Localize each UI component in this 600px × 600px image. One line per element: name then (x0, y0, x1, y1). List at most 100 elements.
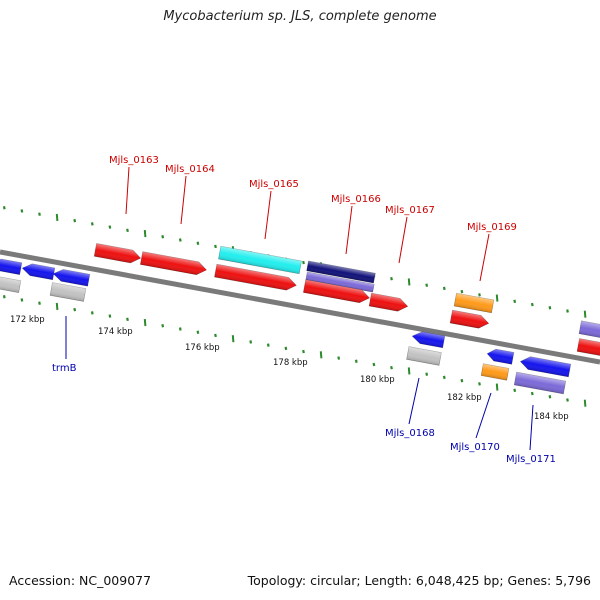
gene-mjls-0163-shading (94, 243, 141, 263)
gene-blue-left-a (0, 258, 23, 275)
outer-tick-29 (513, 299, 517, 304)
gene-mjls-0169 (453, 292, 495, 314)
outer-tick-9 (161, 235, 165, 239)
inner-tick-30 (530, 391, 534, 396)
inner-tick-28 (495, 383, 499, 391)
gene-mjls-0170-top-shading (487, 349, 514, 365)
label-leader-lines (65, 166, 534, 451)
outer-tick-2 (38, 212, 41, 216)
inner-tick-19 (337, 356, 341, 360)
gene-label-mjls-0168: Mjls_0168 (385, 428, 435, 439)
scale-label-172: 172 kbp (10, 315, 45, 325)
outer-tick-7 (126, 228, 129, 233)
gene-blue-trmb-strand-shading (53, 269, 90, 287)
inner-tick-33 (583, 399, 587, 407)
gene-label-mjls-0167: Mjls_0167 (385, 205, 435, 216)
leader-mjls-0165 (264, 190, 272, 240)
gene-gray-left (0, 275, 22, 293)
outer-tick-25 (442, 286, 446, 291)
outer-tick-32 (566, 309, 569, 313)
inner-tick-24 (425, 372, 429, 376)
inner-tick-3 (55, 302, 59, 310)
outer-tick-6 (108, 225, 112, 229)
gene-label-mjls-0169: Mjls_0169 (467, 222, 517, 233)
inner-tick-13 (231, 335, 235, 343)
gene-mjls-0169-shading (454, 293, 494, 313)
leader-mjls-0169 (479, 233, 490, 282)
inner-tick-11 (196, 330, 200, 334)
gene-mjls-0170 (480, 363, 510, 381)
gene-mjls-0165 (218, 245, 302, 275)
topology-text: Topology: circular; Length: 6,048,425 bp… (247, 573, 591, 588)
inner-tick-23 (407, 367, 411, 375)
inner-tick-15 (266, 343, 270, 347)
gene-mjls-0164-shading (140, 251, 207, 275)
scale-label-180: 180 kbp (360, 375, 395, 385)
accession-text: Accession: NC_009077 (9, 573, 152, 588)
gene-red-right-shading (577, 338, 600, 356)
scale-label-174: 174 kbp (98, 327, 133, 337)
inner-tick-17 (302, 349, 305, 354)
outer-tick-22 (390, 277, 393, 281)
inner-tick-4 (73, 307, 77, 312)
gene-mjls-0169-lower-shading (450, 310, 489, 329)
gene-label-mjls-0165: Mjls_0165 (249, 179, 299, 190)
inner-tick-14 (249, 340, 253, 344)
outer-tick-23 (407, 278, 411, 286)
inner-tick-2 (38, 301, 41, 305)
gene-mjls-0168-shading (406, 346, 442, 366)
inner-tick-16 (284, 346, 288, 351)
gene-mjls-0166-strand (303, 279, 370, 304)
scale-label-176: 176 kbp (185, 343, 220, 353)
inner-tick-21 (372, 362, 376, 367)
outer-tick-26 (460, 289, 464, 294)
gene-mjls-0166-lower-shading (305, 271, 375, 293)
gene-mjls-0171-top (519, 356, 572, 378)
outer-tick-12 (214, 244, 217, 249)
gene-mjls-0165-lower (214, 263, 297, 291)
outer-tick-17 (302, 260, 305, 265)
gene-purple-right-shading (579, 320, 600, 340)
inner-tick-5 (90, 311, 94, 315)
outer-tick-5 (90, 222, 94, 226)
gene-red-right (576, 338, 600, 357)
outer-tick-28 (495, 294, 499, 302)
scale-label-182: 182 kbp (447, 393, 482, 403)
gene-label-mjls-0163: Mjls_0163 (109, 155, 159, 166)
gene-mjls-0171-shading (514, 372, 566, 394)
leader-mjls-0166 (345, 205, 353, 255)
leader-mjls-0171 (529, 404, 534, 451)
gene-mjls-0170-shading (481, 363, 509, 381)
inner-tick-12 (214, 333, 217, 338)
inner-tick-18 (319, 351, 323, 359)
gene-mjls-0170-top (486, 348, 515, 365)
scale-label-184: 184 kbp (534, 412, 569, 422)
outer-tick-27 (478, 293, 481, 297)
inner-tick-1 (20, 298, 24, 302)
inner-tick-27 (478, 382, 481, 386)
leader-mjls-0168 (408, 377, 420, 425)
outer-tick-30 (530, 302, 534, 307)
inner-tick-25 (442, 375, 446, 380)
outer-tick-0 (2, 206, 6, 210)
inner-tick-22 (390, 366, 393, 370)
outer-tick-31 (548, 306, 552, 310)
inner-tick-marks (2, 295, 587, 407)
gene-blue-left-a-shading (0, 259, 22, 275)
outer-tick-11 (196, 241, 200, 245)
outer-tick-1 (20, 209, 24, 213)
outer-tick-8 (143, 229, 147, 238)
gene-mjls-0166 (306, 260, 376, 284)
outer-tick-4 (73, 218, 77, 223)
inner-tick-10 (178, 327, 182, 331)
outer-tick-3 (55, 213, 59, 221)
gene-mjls-0168-top-shading (412, 331, 445, 348)
gene-mjls-0167-shading (369, 293, 408, 312)
gene-label-mjls-0164: Mjls_0164 (165, 164, 215, 175)
gene-blue-trmb-strand (52, 269, 91, 287)
inner-tick-31 (548, 395, 552, 399)
scale-label-178: 178 kbp (273, 358, 308, 368)
gene-purple-right (578, 320, 600, 340)
